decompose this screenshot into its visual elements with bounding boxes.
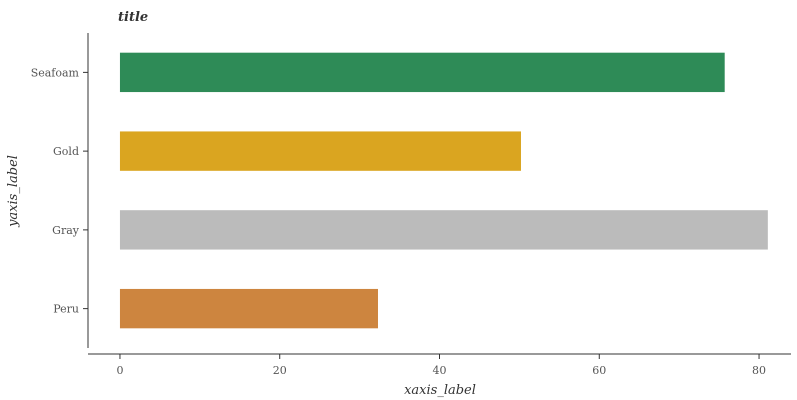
y-axis-label: yaxis_label bbox=[6, 155, 21, 228]
y-tick-label-gold: Gold bbox=[53, 145, 79, 158]
x-tick-label-20: 20 bbox=[273, 364, 287, 377]
bars-group bbox=[119, 52, 768, 329]
x-axis: 0 20 40 60 80 bbox=[88, 353, 791, 377]
bar-gold bbox=[119, 131, 521, 171]
y-axis: Peru Gray Gold Seafoam bbox=[31, 33, 89, 348]
bar-gray bbox=[119, 210, 768, 250]
y-tick-label-seafoam: Seafoam bbox=[31, 66, 80, 79]
x-tick-label-80: 80 bbox=[752, 364, 766, 377]
x-tick-label-40: 40 bbox=[433, 364, 447, 377]
x-axis-label: xaxis_label bbox=[404, 383, 476, 398]
x-tick-label-0: 0 bbox=[116, 364, 123, 377]
y-tick-label-gray: Gray bbox=[52, 224, 80, 237]
x-tick-label-60: 60 bbox=[592, 364, 606, 377]
y-tick-label-peru: Peru bbox=[53, 303, 79, 316]
bar-peru bbox=[119, 288, 378, 329]
bar-seafoam bbox=[119, 52, 725, 93]
chart-title: title bbox=[118, 10, 148, 25]
